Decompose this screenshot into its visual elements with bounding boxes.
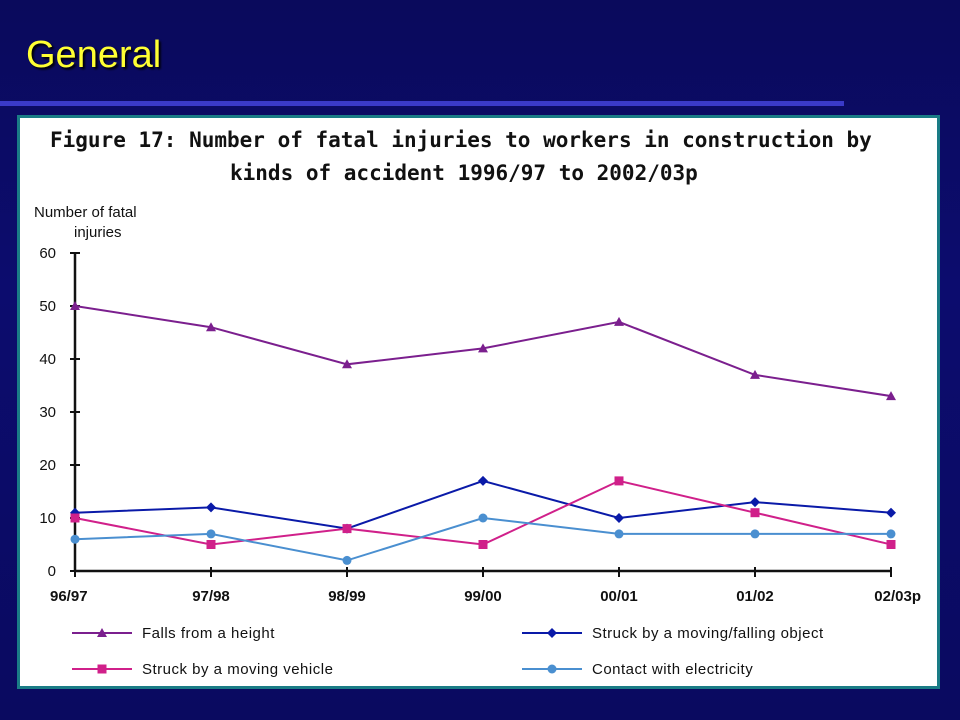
chart-panel: Figure 17: Number of fatal injuries to w…	[17, 115, 940, 689]
data-point	[478, 475, 488, 486]
data-point	[614, 476, 624, 486]
data-point	[750, 497, 760, 508]
data-point	[614, 529, 624, 539]
y-tick-label: 0	[48, 563, 56, 580]
data-point	[614, 316, 624, 326]
y-axis-title-line2: injuries	[74, 224, 122, 241]
chart-subtitle: kinds of accident 1996/97 to 2002/03p	[230, 161, 698, 185]
chart-series	[70, 301, 896, 565]
legend-marker	[547, 664, 557, 674]
series-struck-by-a-moving-vehicle	[70, 476, 896, 549]
series-falls-from-a-height	[70, 301, 896, 401]
legend-marker	[97, 628, 107, 637]
data-point	[750, 508, 760, 518]
slide-title: General	[26, 34, 162, 76]
x-tick-label: 98/99	[328, 588, 366, 605]
legend-label: Struck by a moving vehicle	[142, 661, 333, 678]
data-point	[206, 322, 216, 332]
data-point	[342, 359, 352, 369]
y-tick-label: 20	[39, 457, 56, 474]
data-point	[478, 513, 488, 523]
series-contact-with-electricity	[70, 513, 896, 565]
data-point	[478, 343, 488, 353]
data-point	[70, 513, 80, 523]
chart-legend: Falls from a height Struck by a moving/fa…	[72, 625, 824, 678]
data-point	[478, 540, 488, 549]
x-tick-label: 97/98	[192, 588, 230, 605]
data-point	[206, 540, 216, 549]
series-struck-by-a-moving-falling-object	[70, 475, 896, 534]
title-divider	[0, 101, 844, 106]
data-point	[206, 502, 216, 513]
data-point	[342, 524, 352, 534]
line-chart: Figure 17: Number of fatal injuries to w…	[34, 128, 921, 678]
x-tick-label: 00/01	[600, 588, 638, 605]
data-point	[886, 507, 896, 518]
legend-label: Contact with electricity	[592, 661, 753, 678]
data-point	[886, 529, 896, 539]
data-point	[70, 301, 80, 310]
legend-label: Struck by a moving/falling object	[592, 625, 824, 642]
data-point	[206, 529, 216, 539]
legend-item: Contact with electricity	[522, 661, 753, 678]
data-point	[750, 369, 760, 379]
y-tick-label: 30	[39, 404, 56, 421]
legend-marker	[97, 664, 107, 674]
data-point	[614, 513, 624, 523]
data-point	[342, 555, 352, 565]
y-tick-label: 40	[39, 351, 56, 368]
legend-item: Struck by a moving/falling object	[522, 625, 824, 642]
chart-title: Figure 17: Number of fatal injuries to w…	[50, 128, 872, 152]
legend-label: Falls from a height	[142, 625, 275, 642]
x-tick-label: 02/03p	[874, 588, 921, 605]
data-point	[886, 391, 896, 401]
x-tick-label: 01/02	[736, 588, 774, 605]
series-line	[74, 516, 891, 562]
data-point	[70, 534, 80, 544]
chart-axes: 0 10 20 30 40 50 60 96/97 97/98 98/99 99/00 00/01 01…	[39, 245, 921, 605]
y-tick-label: 50	[39, 298, 56, 315]
data-point	[886, 540, 896, 549]
x-tick-label: 99/00	[464, 588, 502, 605]
y-axis-title-line1: Number of fatal	[34, 204, 137, 221]
legend-item: Falls from a height	[72, 625, 275, 642]
y-tick-label: 60	[39, 245, 56, 262]
y-tick-label: 10	[39, 510, 56, 527]
x-tick-label: 96/97	[50, 588, 88, 605]
data-point	[750, 529, 760, 539]
legend-item: Struck by a moving vehicle	[72, 661, 333, 678]
legend-marker	[547, 628, 557, 638]
